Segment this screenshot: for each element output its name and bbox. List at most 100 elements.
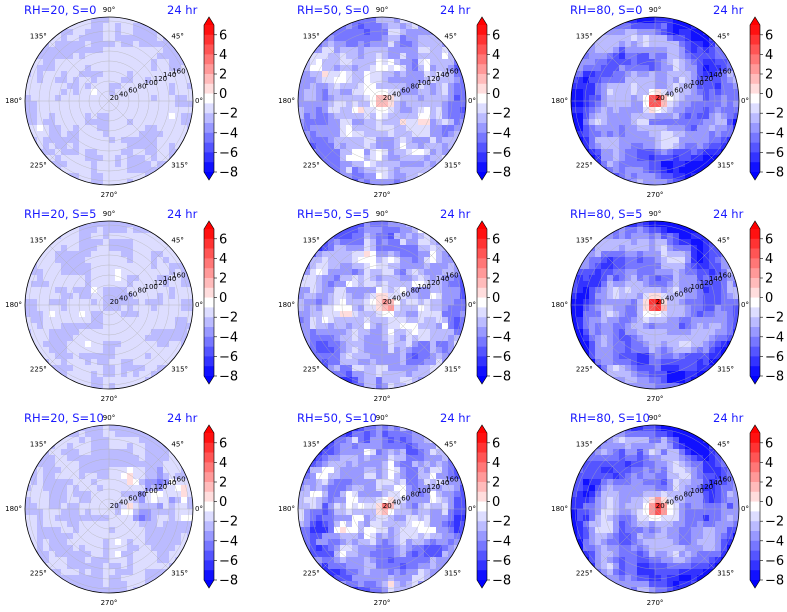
- field-cell: [352, 371, 359, 378]
- field-cell: [595, 167, 602, 174]
- field-cell: [709, 143, 716, 150]
- field-cell: [49, 71, 56, 78]
- field-cell: [121, 161, 128, 168]
- field-cell: [316, 353, 323, 360]
- field-cell: [103, 137, 110, 144]
- field-cell: [85, 17, 92, 24]
- field-cell: [169, 107, 176, 114]
- field-cell: [691, 365, 698, 372]
- colorbar-band: [750, 278, 760, 289]
- field-cell: [304, 269, 311, 276]
- field-cell: [376, 347, 383, 354]
- field-cell: [631, 323, 638, 330]
- field-cell: [145, 149, 152, 156]
- field-cell: [181, 83, 188, 90]
- field-cell: [661, 77, 668, 84]
- field-cell: [364, 149, 371, 156]
- field-cell: [709, 149, 716, 156]
- field-cell: [691, 113, 698, 120]
- field-cell: [67, 299, 74, 306]
- colorbar-band: [750, 103, 760, 114]
- field-cell: [358, 239, 365, 246]
- colorbar-tick-label: 6: [219, 28, 227, 43]
- field-cell: [460, 107, 466, 114]
- field-cell: [376, 233, 383, 240]
- field-cell: [406, 269, 413, 276]
- field-cell: [55, 557, 62, 564]
- field-cell: [631, 341, 638, 348]
- field-cell: [679, 233, 686, 240]
- field-cell: [73, 455, 80, 462]
- field-cell: [55, 515, 62, 522]
- field-cell: [697, 89, 704, 96]
- angle-tick-label: 270°: [647, 395, 664, 403]
- field-cell: [583, 335, 590, 342]
- field-cell: [625, 239, 632, 246]
- field-cell: [115, 383, 122, 389]
- field-cell: [43, 41, 50, 48]
- field-cell: [454, 311, 461, 318]
- field-cell: [631, 119, 638, 126]
- angle-tick-label: 0°: [195, 301, 203, 309]
- field-cell: [625, 29, 632, 36]
- field-cell: [454, 335, 461, 342]
- field-cell: [643, 353, 650, 360]
- field-cell: [43, 551, 50, 558]
- field-cell: [685, 173, 692, 180]
- colorbar-tick-label: −2: [492, 107, 511, 122]
- field-cell: [691, 107, 698, 114]
- field-cell: [412, 383, 419, 389]
- field-cell: [67, 257, 74, 264]
- field-cell: [430, 131, 437, 138]
- field-cell: [679, 77, 686, 84]
- field-cell: [418, 371, 425, 378]
- field-cell: [619, 89, 626, 96]
- field-cell: [304, 71, 311, 78]
- field-cell: [649, 23, 656, 30]
- field-cell: [460, 95, 466, 102]
- radius-tick-label: 20: [656, 94, 665, 102]
- field-cell: [400, 359, 407, 366]
- field-cell: [61, 281, 68, 288]
- field-cell: [571, 341, 578, 348]
- field-cell: [157, 77, 164, 84]
- field-cell: [310, 71, 317, 78]
- field-cell: [460, 137, 466, 144]
- field-cell: [352, 257, 359, 264]
- field-cell: [358, 329, 365, 336]
- field-cell: [127, 341, 134, 348]
- field-cell: [400, 95, 407, 102]
- colorbar-band: [750, 268, 760, 279]
- field-cell: [655, 23, 662, 30]
- field-cell: [436, 41, 443, 48]
- polar-field: [25, 17, 193, 185]
- field-cell: [370, 383, 377, 389]
- field-cell: [619, 365, 626, 372]
- field-cell: [67, 521, 74, 528]
- field-cell: [103, 143, 110, 150]
- field-cell: [442, 293, 449, 300]
- field-cell: [418, 245, 425, 252]
- field-cell: [625, 53, 632, 60]
- field-cell: [358, 221, 365, 228]
- field-cell: [625, 269, 632, 276]
- field-cell: [406, 353, 413, 360]
- field-cell: [454, 107, 461, 114]
- field-cell: [109, 173, 116, 180]
- field-cell: [85, 563, 92, 570]
- field-cell: [601, 287, 608, 294]
- angle-tick-label: 90°: [649, 6, 661, 14]
- field-cell: [43, 461, 50, 468]
- field-cell: [187, 83, 193, 90]
- field-cell: [169, 335, 176, 342]
- field-cell: [583, 299, 590, 306]
- field-cell: [127, 443, 134, 450]
- field-cell: [304, 131, 311, 138]
- field-cell: [328, 239, 335, 246]
- field-cell: [691, 65, 698, 72]
- field-cell: [55, 527, 62, 534]
- field-cell: [322, 71, 329, 78]
- field-cell: [43, 473, 50, 480]
- field-cell: [589, 293, 596, 300]
- field-cell: [619, 347, 626, 354]
